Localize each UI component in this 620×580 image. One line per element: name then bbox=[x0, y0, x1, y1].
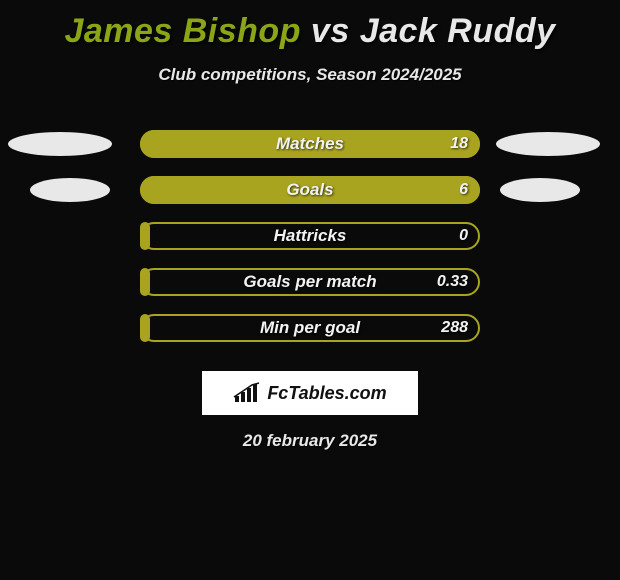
stat-row: Hattricks 0 bbox=[0, 213, 620, 259]
subtitle: Club competitions, Season 2024/2025 bbox=[0, 65, 620, 85]
stat-label: Goals per match bbox=[140, 268, 480, 296]
stat-label: Goals bbox=[140, 176, 480, 204]
stat-label: Hattricks bbox=[140, 222, 480, 250]
right-value-ellipse bbox=[500, 178, 580, 202]
player1-name: James Bishop bbox=[64, 12, 301, 50]
stat-row: Min per goal 288 bbox=[0, 305, 620, 351]
left-value-ellipse bbox=[30, 178, 110, 202]
stat-bar: Matches 18 bbox=[140, 130, 480, 158]
stats-container: Matches 18 Goals 6 Hattricks 0 Goals per… bbox=[0, 121, 620, 351]
stat-row: Matches 18 bbox=[0, 121, 620, 167]
stat-bar: Goals per match 0.33 bbox=[140, 268, 480, 296]
stat-label: Min per goal bbox=[140, 314, 480, 342]
stat-label: Matches bbox=[140, 130, 480, 158]
stat-bar: Goals 6 bbox=[140, 176, 480, 204]
stat-value: 6 bbox=[459, 176, 468, 204]
stat-value: 288 bbox=[441, 314, 468, 342]
chart-icon bbox=[233, 382, 261, 404]
vs-label: vs bbox=[311, 12, 350, 50]
logo-text: FcTables.com bbox=[267, 383, 386, 404]
player2-name: Jack Ruddy bbox=[360, 12, 556, 50]
stat-row: Goals 6 bbox=[0, 167, 620, 213]
right-value-ellipse bbox=[496, 132, 600, 156]
date-label: 20 february 2025 bbox=[0, 431, 620, 451]
source-logo: FcTables.com bbox=[202, 371, 418, 415]
stat-value: 0 bbox=[459, 222, 468, 250]
page-title: James Bishop vs Jack Ruddy bbox=[0, 0, 620, 51]
left-value-ellipse bbox=[8, 132, 112, 156]
stat-value: 0.33 bbox=[437, 268, 468, 296]
stat-value: 18 bbox=[450, 130, 468, 158]
stat-bar: Hattricks 0 bbox=[140, 222, 480, 250]
stat-bar: Min per goal 288 bbox=[140, 314, 480, 342]
stat-row: Goals per match 0.33 bbox=[0, 259, 620, 305]
